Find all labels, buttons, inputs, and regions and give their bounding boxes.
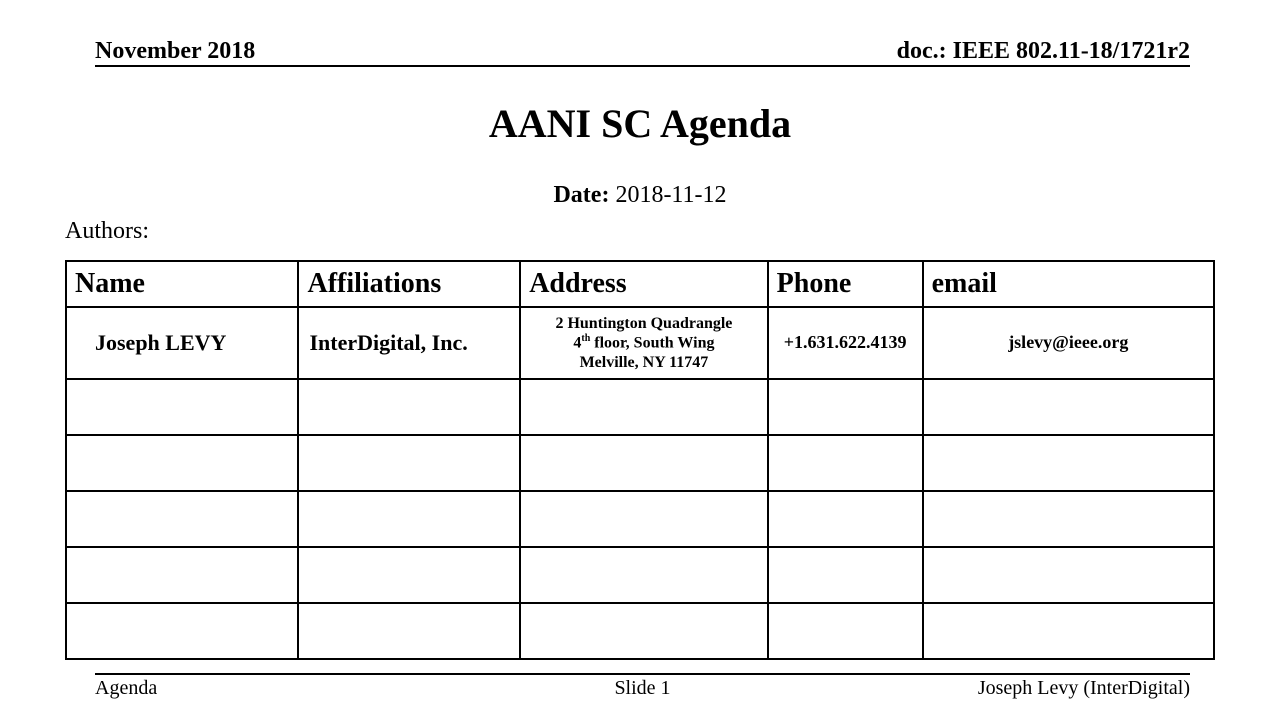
footer-underline: [95, 673, 1190, 675]
address-line1: 2 Huntington Quadrangle: [555, 315, 732, 332]
cell-name: Joseph LEVY: [66, 307, 298, 379]
page-title: AANI SC Agenda: [0, 100, 1280, 147]
col-header-name: Name: [66, 261, 298, 307]
address-line2-post: floor, South Wing: [590, 335, 714, 352]
authors-table: Name Affiliations Address Phone email Jo…: [65, 260, 1215, 660]
header-underline: [95, 65, 1190, 67]
date-label: Date:: [553, 182, 609, 208]
footer-row: Agenda Slide 1 Joseph Levy (InterDigital…: [95, 677, 1190, 700]
table-row: [66, 491, 1214, 547]
table-row: [66, 547, 1214, 603]
date-value: 2018-11-12: [615, 182, 726, 208]
cell-phone: +1.631.622.4139: [768, 307, 923, 379]
col-header-affiliations: Affiliations: [298, 261, 520, 307]
header-date: November 2018: [95, 38, 255, 65]
col-header-address: Address: [520, 261, 767, 307]
cell-affiliation: InterDigital, Inc.: [298, 307, 520, 379]
table-row: [66, 603, 1214, 659]
slide: November 2018 doc.: IEEE 802.11-18/1721r…: [0, 0, 1280, 720]
table-row: [66, 435, 1214, 491]
footer-center: Slide 1: [95, 677, 1190, 700]
cell-email: jslevy@ieee.org: [923, 307, 1214, 379]
header-doc-id: doc.: IEEE 802.11-18/1721r2: [897, 38, 1190, 65]
col-header-phone: Phone: [768, 261, 923, 307]
header-row: November 2018 doc.: IEEE 802.11-18/1721r…: [95, 38, 1190, 65]
cell-address: 2 Huntington Quadrangle 4th floor, South…: [520, 307, 767, 379]
table-row: [66, 379, 1214, 435]
date-line: Date: 2018-11-12: [0, 182, 1280, 209]
authors-label: Authors:: [65, 218, 149, 245]
address-line2-sup: th: [581, 333, 590, 344]
col-header-email: email: [923, 261, 1214, 307]
address-line3: Melville, NY 11747: [580, 354, 709, 371]
table-header-row: Name Affiliations Address Phone email: [66, 261, 1214, 307]
table-row: Joseph LEVY InterDigital, Inc. 2 Hunting…: [66, 307, 1214, 379]
